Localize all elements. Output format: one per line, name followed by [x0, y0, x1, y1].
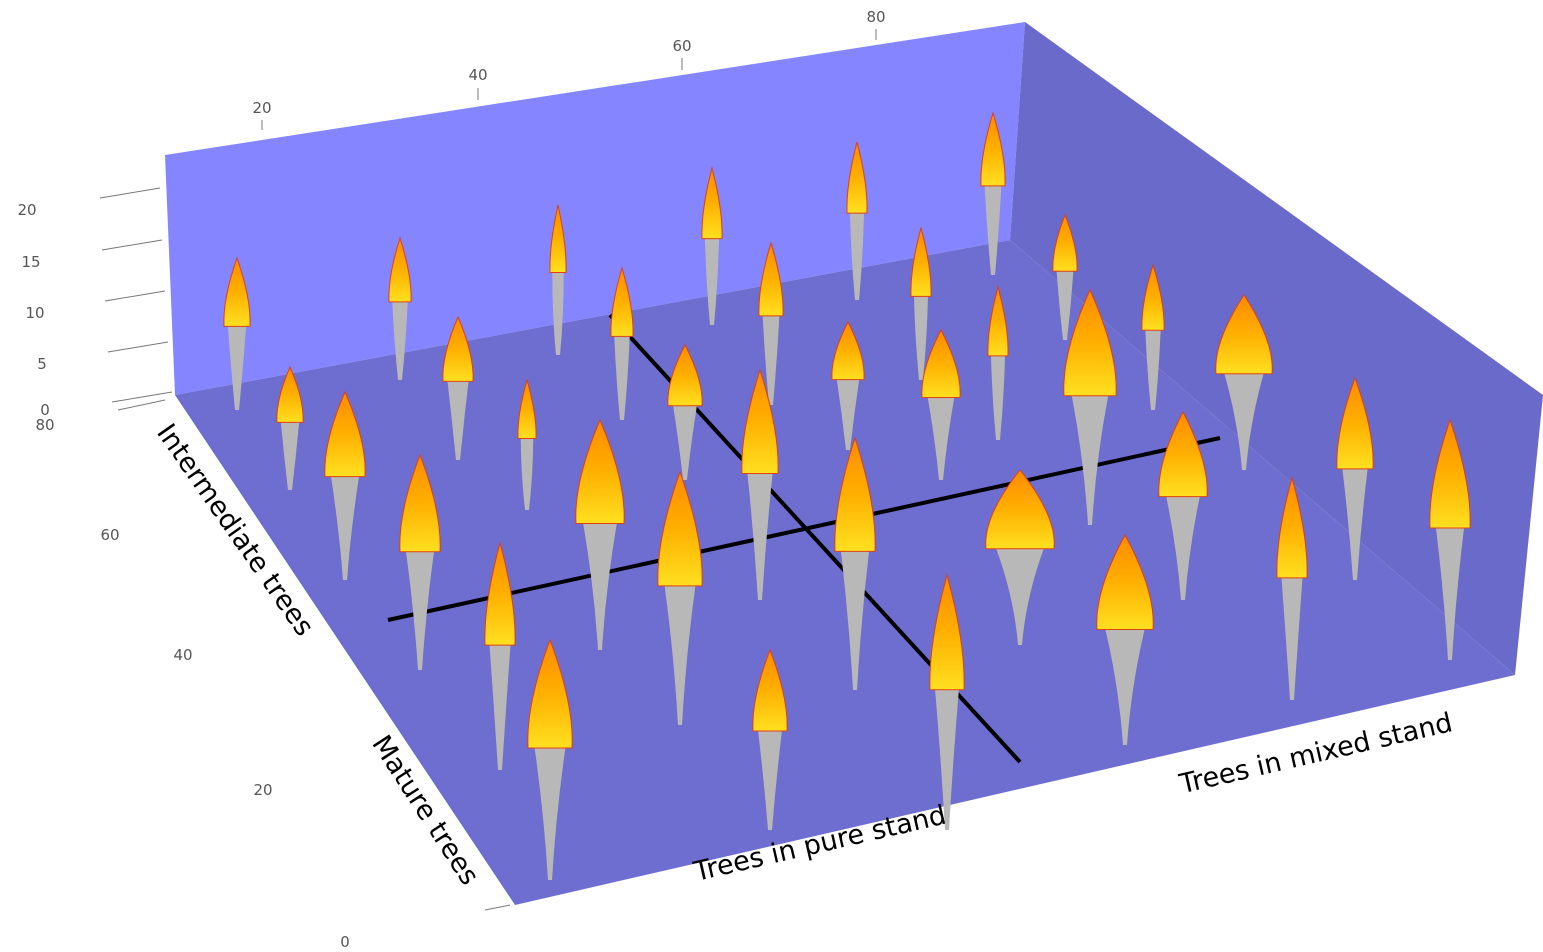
trunk: [705, 238, 719, 325]
crown: [1158, 410, 1208, 498]
crown: [834, 436, 876, 552]
crown: [442, 315, 474, 382]
crown: [1429, 418, 1471, 529]
crown: [741, 368, 779, 474]
crown: [1141, 263, 1165, 331]
trunk: [1342, 468, 1368, 580]
crown: [846, 141, 868, 214]
crown: [921, 328, 961, 398]
trunk: [1436, 528, 1464, 660]
crown: [1276, 476, 1308, 579]
crown: [758, 241, 784, 317]
trunk: [447, 381, 469, 460]
z-tick: 5: [37, 355, 47, 373]
crown: [831, 320, 865, 381]
crown: [527, 638, 573, 749]
crown: [549, 204, 567, 273]
depth-tick: 80: [35, 416, 54, 434]
top-tick: 20: [252, 99, 271, 117]
trunk: [841, 551, 869, 690]
trunk: [914, 296, 928, 380]
trunk: [1166, 496, 1200, 600]
crown: [1063, 288, 1117, 397]
crown: [1096, 533, 1154, 630]
trunk: [1224, 373, 1264, 470]
trunk: [758, 731, 782, 830]
divider-line: [387, 436, 1221, 622]
trunk: [1281, 577, 1303, 700]
trunk: [1145, 330, 1161, 410]
trunk: [836, 379, 860, 450]
top-tick: 60: [672, 37, 691, 55]
crown: [1336, 376, 1374, 470]
trunk: [996, 548, 1044, 645]
trunk: [614, 336, 630, 420]
trunk: [850, 213, 864, 300]
z-tick: 20: [17, 201, 36, 219]
trunk: [534, 748, 566, 880]
depth-tick: 20: [253, 781, 272, 799]
crown: [484, 541, 516, 646]
tick-lines: [99, 29, 877, 911]
crown: [987, 285, 1009, 357]
trunk: [331, 476, 359, 580]
trunk: [227, 326, 247, 410]
crown: [985, 469, 1055, 550]
crown: [980, 111, 1006, 187]
crown: [517, 378, 537, 439]
crown: [657, 470, 703, 587]
depth-tick: 60: [100, 526, 119, 544]
z-tick: 15: [21, 253, 40, 271]
trunk: [1105, 629, 1145, 745]
crown: [910, 226, 932, 297]
crown: [324, 390, 366, 478]
trunk: [520, 438, 534, 510]
crown: [752, 648, 788, 732]
right-wall: [1010, 22, 1543, 675]
top-tick: 40: [468, 66, 487, 84]
crown: [1215, 294, 1273, 375]
crown: [388, 236, 412, 303]
crown: [701, 166, 723, 240]
trunk: [392, 301, 408, 380]
crown: [575, 418, 625, 524]
trunk: [927, 397, 955, 480]
trunk: [583, 523, 617, 650]
trees: [223, 111, 1471, 880]
crown: [667, 343, 703, 407]
top-tick: 80: [866, 8, 885, 26]
trunk: [673, 405, 697, 480]
crown: [276, 365, 304, 423]
trunk: [762, 315, 780, 405]
trunk: [747, 473, 773, 600]
crown: [223, 256, 251, 327]
crown: [610, 266, 634, 337]
trunk: [280, 422, 300, 490]
z-tick: 10: [25, 304, 44, 322]
crown: [929, 573, 965, 691]
depth-tick: 0: [340, 933, 350, 951]
trunk: [552, 272, 564, 355]
crown: [399, 453, 441, 553]
trunk: [991, 355, 1005, 440]
trunk: [935, 689, 959, 830]
depth-tick: 40: [173, 646, 192, 664]
back-wall: [165, 22, 1025, 395]
trunk: [489, 645, 511, 770]
z-tick: 0: [40, 401, 50, 419]
trunk: [984, 185, 1002, 275]
trunk: [1071, 395, 1109, 525]
crown: [1052, 213, 1078, 272]
trunk: [664, 585, 696, 725]
trunk: [406, 551, 434, 670]
trunk: [1056, 271, 1074, 340]
